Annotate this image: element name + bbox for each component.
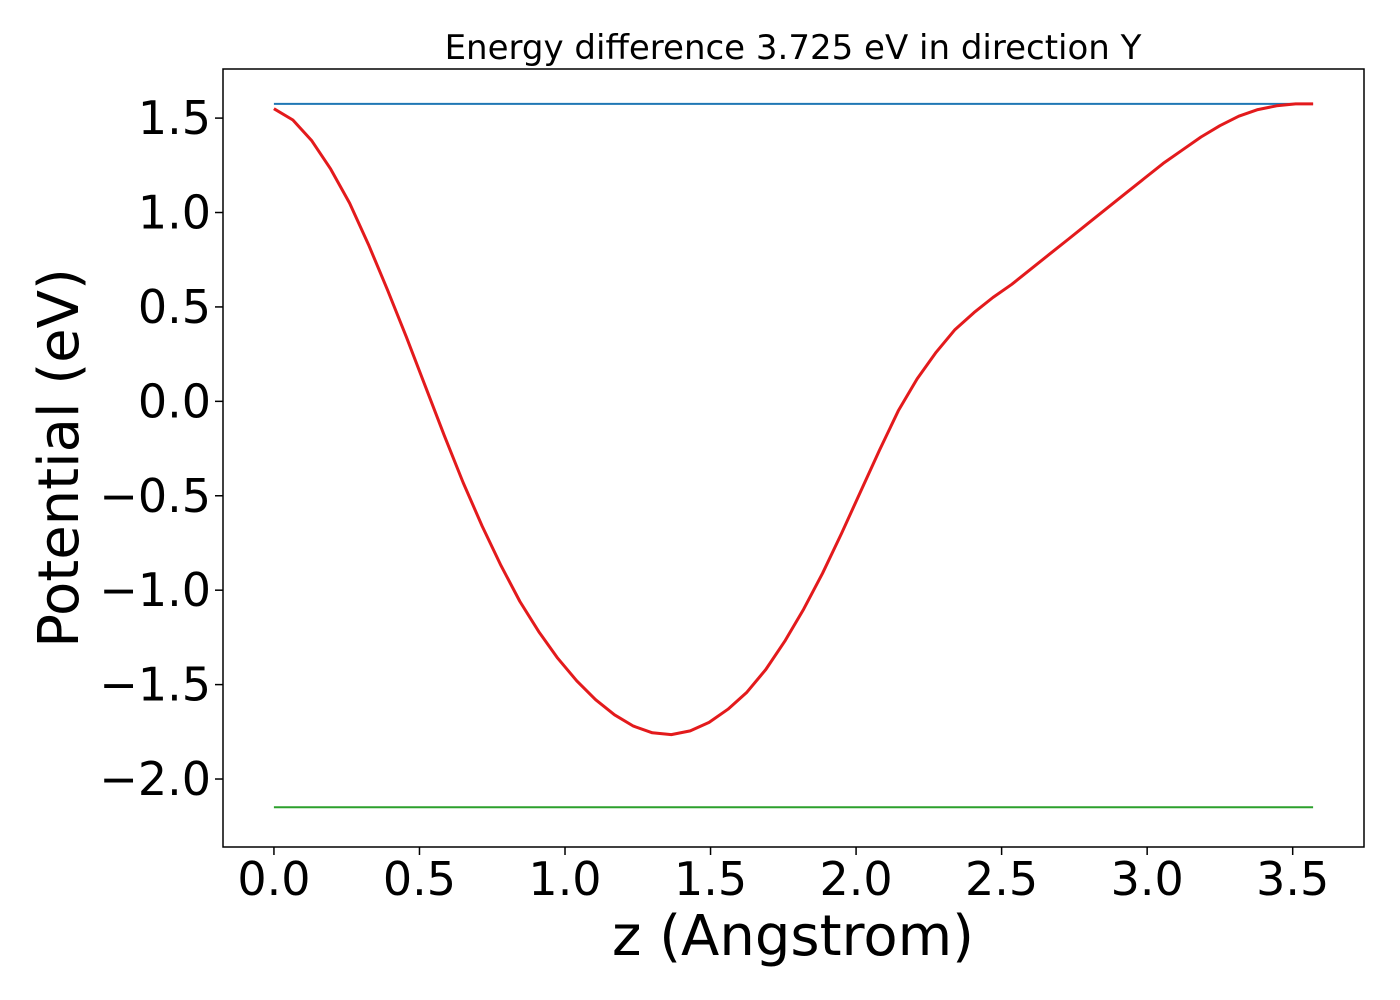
y-tick-label: −2.0 — [99, 752, 211, 806]
y-tick-label: −1.0 — [99, 563, 211, 617]
x-axis-ticks: 0.0 0.5 1.0 1.5 2.0 2.5 3.0 3.5 — [237, 847, 1329, 906]
y-tick-label: 1.0 — [138, 186, 211, 240]
x-tick-label: 2.0 — [820, 852, 893, 906]
plot-frame — [222, 68, 1365, 848]
y-tick-label: −0.5 — [99, 469, 211, 523]
y-tick-label: −1.5 — [99, 658, 211, 712]
x-tick-label: 1.0 — [528, 852, 601, 906]
x-axis-label: z (Angstrom) — [612, 904, 974, 969]
x-tick-label: 3.0 — [1111, 852, 1184, 906]
y-axis-ticks: −2.0 −1.5 −1.0 −0.5 0.0 0.5 1.0 1.5 — [99, 91, 223, 806]
series-line-3 — [273, 102, 1314, 737]
x-tick-label: 0.5 — [383, 852, 456, 906]
series-layer — [273, 102, 1314, 809]
y-tick-label: 0.0 — [138, 374, 211, 428]
x-tick-label: 2.5 — [965, 852, 1038, 906]
x-tick-label: 0.0 — [237, 852, 310, 906]
y-tick-label: 0.5 — [138, 280, 211, 334]
y-axis-label: Potential (eV) — [27, 268, 92, 648]
chart-title: Energy difference 3.725 eV in direction … — [445, 28, 1142, 68]
y-tick-label: 1.5 — [138, 91, 211, 145]
x-tick-label: 1.5 — [674, 852, 747, 906]
x-tick-label: 3.5 — [1256, 852, 1329, 906]
plot-area: 0.0 0.5 1.0 1.5 2.0 2.5 3.0 3.5 −2.0 −1.5 −1.0 −0.… — [99, 68, 1365, 906]
